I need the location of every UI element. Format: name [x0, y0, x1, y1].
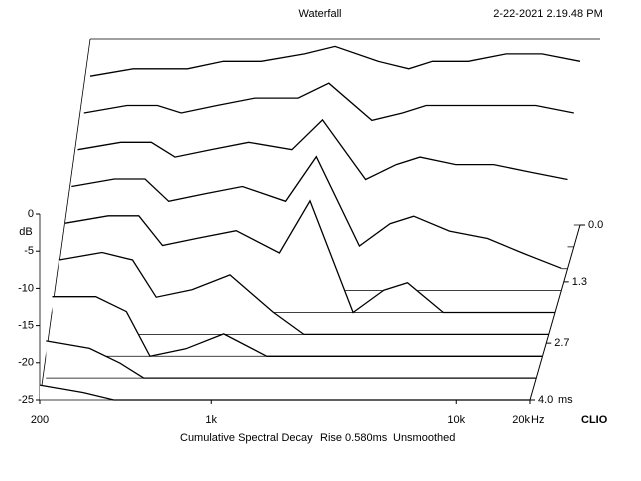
- z-unit: ms: [558, 394, 573, 406]
- footer-text: Unsmoothed: [393, 432, 455, 444]
- x-tick-label: 1k: [205, 414, 217, 426]
- decay-slice: [39, 384, 530, 401]
- brand: CLIO: [581, 414, 608, 426]
- y-tick-label: -20: [18, 357, 34, 369]
- footer-text: Cumulative Spectral Decay: [180, 432, 313, 444]
- slice-fill: [46, 340, 537, 379]
- y-tick-label: 0: [28, 208, 34, 220]
- y-axis-label: dB: [19, 226, 32, 238]
- decay-slice: [77, 118, 568, 181]
- z-tick-label: 0.0: [588, 219, 603, 231]
- decay-slice: [71, 155, 562, 269]
- y-tick-label: -15: [18, 320, 34, 332]
- y-tick-label: -5: [24, 245, 34, 257]
- chart-title: Waterfall: [299, 8, 342, 20]
- x-tick-label: 10k: [447, 414, 465, 426]
- decay-slice: [89, 45, 581, 77]
- z-tick-label: 2.7: [554, 337, 569, 349]
- slice-fill: [58, 252, 549, 335]
- z-tick-label: 1.3: [572, 276, 587, 288]
- slice-fill: [40, 385, 530, 400]
- z-axis: [529, 224, 581, 401]
- x-unit: Hz: [531, 414, 544, 426]
- slice-fill: [52, 296, 543, 357]
- x-tick-label: 200: [31, 414, 49, 426]
- footer-text: Rise 0.580ms: [320, 432, 388, 444]
- timestamp: 2-22-2021 2.19.48 PM: [493, 8, 602, 20]
- y-tick-label: -10: [18, 282, 34, 294]
- z-tick-label: 4.0: [538, 394, 553, 406]
- y-tick-label: -25: [18, 394, 34, 406]
- x-tick-label: 20k: [512, 414, 530, 426]
- slice-fill: [65, 200, 555, 313]
- frame-line: [39, 38, 91, 401]
- decay-slice: [83, 82, 574, 122]
